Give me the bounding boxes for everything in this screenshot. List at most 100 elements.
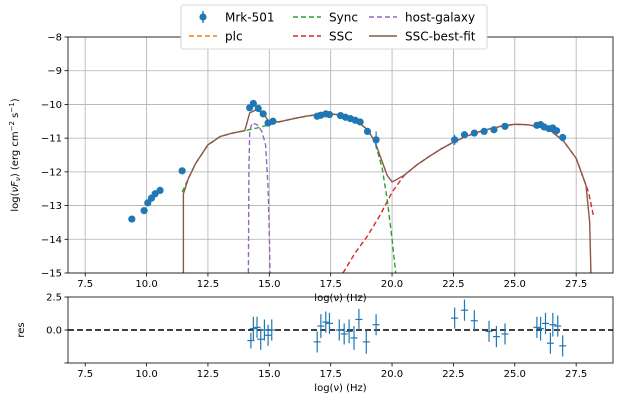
legend-label: plc — [225, 30, 243, 44]
residual-x-tick-label: 25.0 — [504, 369, 526, 380]
legend-label: host-galaxy — [405, 11, 475, 25]
data-point — [178, 167, 186, 175]
legend-label: Mrk-501 — [225, 11, 274, 25]
residual-x-tick-label: 15.0 — [258, 369, 280, 380]
model-curves — [181, 108, 595, 273]
series-line-sync — [181, 113, 397, 273]
main-x-tick-label: 22.5 — [442, 279, 464, 290]
residual-y-ticks: 0.0 2.5 — [46, 293, 68, 364]
legend-item-host-galaxy: host-galaxy — [369, 11, 475, 25]
data-point — [451, 136, 459, 144]
residual-point — [322, 311, 330, 333]
data-point — [249, 99, 257, 108]
residual-point — [253, 316, 261, 338]
data-point — [356, 118, 364, 126]
residual-point — [257, 328, 265, 350]
residual-x-tick-label: 10.0 — [135, 369, 157, 380]
residual-point — [325, 312, 333, 334]
main-x-tick-label: 15.0 — [258, 279, 280, 290]
legend-item-ssc-best-fit: SSC-best-fit — [369, 30, 476, 44]
legend-item-ssc: SSC — [293, 30, 353, 44]
legend-label: Sync — [329, 11, 358, 25]
residual-point — [460, 299, 468, 321]
residual-x-tick-label: 20.0 — [381, 369, 403, 380]
main-y-tick-label: −10 — [41, 100, 62, 111]
residual-point — [485, 320, 493, 342]
residual-x-tick-label: 27.5 — [565, 369, 587, 380]
main-y-axis-label-part: ν — [10, 186, 21, 192]
residual-point — [372, 314, 380, 336]
residual-point — [537, 316, 545, 341]
legend-marker — [199, 13, 207, 21]
residual-point — [335, 319, 343, 341]
main-y-tick-label: −15 — [41, 269, 62, 280]
main-y-tick-label: −9 — [47, 66, 62, 77]
data-point — [490, 126, 498, 134]
main-x-tick-label: 12.5 — [197, 279, 219, 290]
data-point — [470, 129, 478, 137]
main-x-tick-label: 7.5 — [77, 279, 93, 290]
main-x-tick-label: 25.0 — [504, 279, 526, 290]
residual-x-tick-label: 22.5 — [442, 369, 464, 380]
main-axes-frame — [67, 36, 614, 274]
residual-x-axis-label: log(ν) (Hz) — [314, 383, 366, 394]
main-x-tick-label: 27.5 — [565, 279, 587, 290]
residual-x-tick-label: 12.5 — [197, 369, 219, 380]
main-x-tick-label: 17.5 — [320, 279, 342, 290]
main-y-ticks: −15 −14 −13 −12 −11 −10 −9 −8 — [41, 33, 68, 280]
residual-point — [546, 332, 554, 354]
residual-point — [317, 314, 325, 338]
main-y-axis-label-part: ν — [14, 177, 22, 181]
residual-point — [350, 326, 358, 350]
data-point — [559, 133, 567, 142]
main-y-tick-label: −14 — [41, 235, 62, 246]
legend-box — [180, 4, 488, 50]
main-y-tick-label: −8 — [47, 33, 62, 44]
data-point — [501, 122, 509, 130]
data-point — [269, 117, 277, 125]
main-y-tick-label: −12 — [41, 167, 62, 178]
residual-x-tick-label: 7.5 — [77, 369, 93, 380]
main-y-axis-label-part: F — [10, 181, 21, 187]
residual-point — [268, 319, 276, 341]
residual-point — [559, 335, 567, 357]
residual-point — [264, 324, 272, 346]
legend-label: SSC-best-fit — [405, 30, 476, 44]
data-point — [254, 104, 262, 113]
residual-point — [340, 323, 348, 345]
main-x-tick-label: 10.0 — [135, 279, 157, 290]
residual-point — [501, 323, 509, 345]
data-point — [480, 127, 488, 135]
residual-x-ticks: 7.5 10.0 12.5 15.0 17.5 20.0 22.5 25.0 27.5 — [77, 363, 587, 380]
main-x-ticks: 7.5 10.0 12.5 15.0 17.5 20.0 22.5 25.0 27.5 — [77, 273, 587, 290]
main-y-axis-label-part: s — [10, 113, 21, 121]
residual-y-tick-label: 2.5 — [46, 293, 62, 304]
legend-item-plc: plc — [189, 30, 243, 44]
data-point — [460, 131, 469, 139]
legend-item-mrk-501: Mrk-501 — [199, 11, 274, 25]
residual-point — [470, 310, 478, 332]
series-line-ssc-best-fit — [182, 108, 592, 273]
residual-point — [345, 319, 353, 344]
data-point — [140, 207, 148, 215]
data-points-mrk-501 — [128, 99, 567, 223]
residual-panel: 7.5 10.0 12.5 15.0 17.5 20.0 22.5 25.0 27.5 0.0 2… — [16, 293, 614, 394]
main-y-axis-label-part: log( — [10, 192, 21, 211]
series-line-ssc — [342, 123, 595, 273]
residual-point — [549, 312, 557, 337]
data-point — [552, 127, 561, 135]
legend: Mrk-501 plc Sync SSC host-galaxy SSC-best-fit — [180, 4, 488, 50]
legend-item-sync: Sync — [293, 11, 358, 25]
residual-point — [313, 331, 321, 353]
residual-point — [451, 307, 459, 329]
residual-point — [362, 330, 370, 354]
data-point — [363, 127, 372, 135]
main-y-tick-label: −13 — [41, 201, 62, 212]
residual-point — [541, 312, 549, 334]
data-point — [325, 110, 334, 119]
main-y-axis-label-part: −2 — [8, 121, 16, 131]
main-grid — [68, 36, 613, 274]
main-y-axis-label-part: ) — [10, 98, 21, 102]
sed-main-panel: 7.5 10.0 12.5 15.0 17.5 20.0 22.5 25.0 27.5 −15−… — [8, 33, 614, 304]
